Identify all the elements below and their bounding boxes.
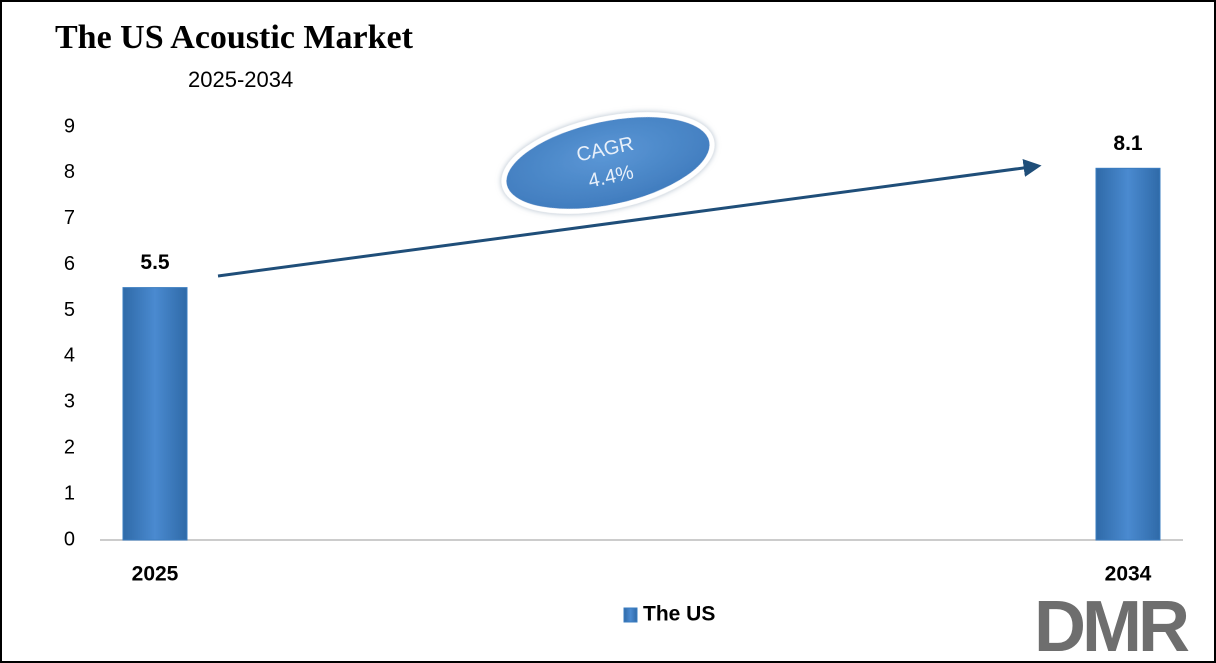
y-tick-label: 4 bbox=[64, 345, 75, 367]
y-tick-label: 0 bbox=[64, 528, 75, 550]
data-label: 5.5 bbox=[140, 251, 170, 274]
y-tick-label: 6 bbox=[64, 253, 75, 275]
y-tick-label: 1 bbox=[64, 482, 75, 504]
cagr-badge: CAGR 4.4% bbox=[501, 112, 715, 214]
bar bbox=[1095, 167, 1161, 541]
data-label: 8.1 bbox=[1113, 132, 1143, 155]
logo: DMR bbox=[1034, 587, 1189, 663]
y-tick-label: 8 bbox=[64, 161, 75, 183]
x-tick-label: 2025 bbox=[132, 563, 179, 586]
chart-title: The US Acoustic Market bbox=[55, 19, 414, 56]
y-tick-label: 3 bbox=[64, 391, 75, 413]
y-tick-label: 7 bbox=[64, 207, 75, 229]
bar bbox=[122, 287, 188, 541]
trend-arrow bbox=[217, 158, 1042, 278]
chart-subtitle: 2025-2034 bbox=[188, 67, 293, 92]
y-tick-label: 9 bbox=[64, 115, 75, 137]
legend-swatch bbox=[623, 607, 638, 623]
x-tick-label: 2034 bbox=[1105, 563, 1152, 586]
y-tick-label: 5 bbox=[64, 299, 75, 321]
legend-label: The US bbox=[643, 603, 715, 626]
y-tick-label: 2 bbox=[64, 437, 75, 459]
cagr-ellipse bbox=[501, 112, 715, 214]
